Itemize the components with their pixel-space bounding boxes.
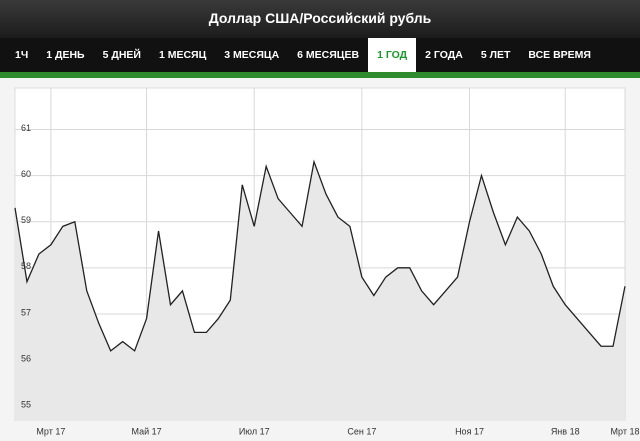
range-tab[interactable]: 1 ГОД [368,38,417,72]
range-tab[interactable]: 3 МЕСЯЦА [224,49,280,61]
range-tab[interactable]: 2 ГОДА [425,49,463,61]
x-tick-label: Янв 18 [551,426,580,436]
chart: Мрт 17 Май 17 Июл 17 Сен 17 Ноя 17 Янв 18 Мрт … [0,78,640,441]
x-tick-label: Май 17 [131,426,161,436]
y-tick-label: 58 [21,261,31,271]
accent-strip [0,72,640,78]
x-tick-label: Сен 17 [347,426,376,436]
tab-bar: 1Ч 1 ДЕНЬ 5 ДНЕЙ 1 МЕСЯЦ 3 МЕСЯЦА 6 МЕСЯЦЕВ 1 … [0,38,640,72]
area-fill [15,161,625,420]
range-tab[interactable]: 5 ЛЕТ [480,49,511,61]
range-tab[interactable]: 1Ч [15,49,29,61]
header-title: Доллар США/Российский рубль [0,0,640,38]
x-tick-label: Мрт 17 [36,426,65,436]
y-tick-label: 56 [21,353,31,363]
x-tick-label: Июл 17 [239,426,270,436]
y-tick-label: 59 [21,215,31,225]
y-tick-label: 55 [21,400,31,410]
x-tick-label: Ноя 17 [455,426,484,436]
range-tab[interactable]: 6 МЕСЯЦЕВ [297,49,360,61]
price-line [14,159,626,352]
range-tab[interactable]: 5 ДНЕЙ [102,49,141,61]
range-tab[interactable]: 1 МЕСЯЦ [158,49,207,61]
x-tick-label: Мрт 18 [611,426,640,436]
y-tick-label: 57 [21,307,31,317]
range-tab[interactable]: 1 ДЕНЬ [46,49,85,61]
y-tick-label: 60 [21,169,31,179]
range-tab[interactable]: ВСЕ ВРЕМЯ [528,49,591,61]
y-tick-label: 61 [21,123,31,133]
